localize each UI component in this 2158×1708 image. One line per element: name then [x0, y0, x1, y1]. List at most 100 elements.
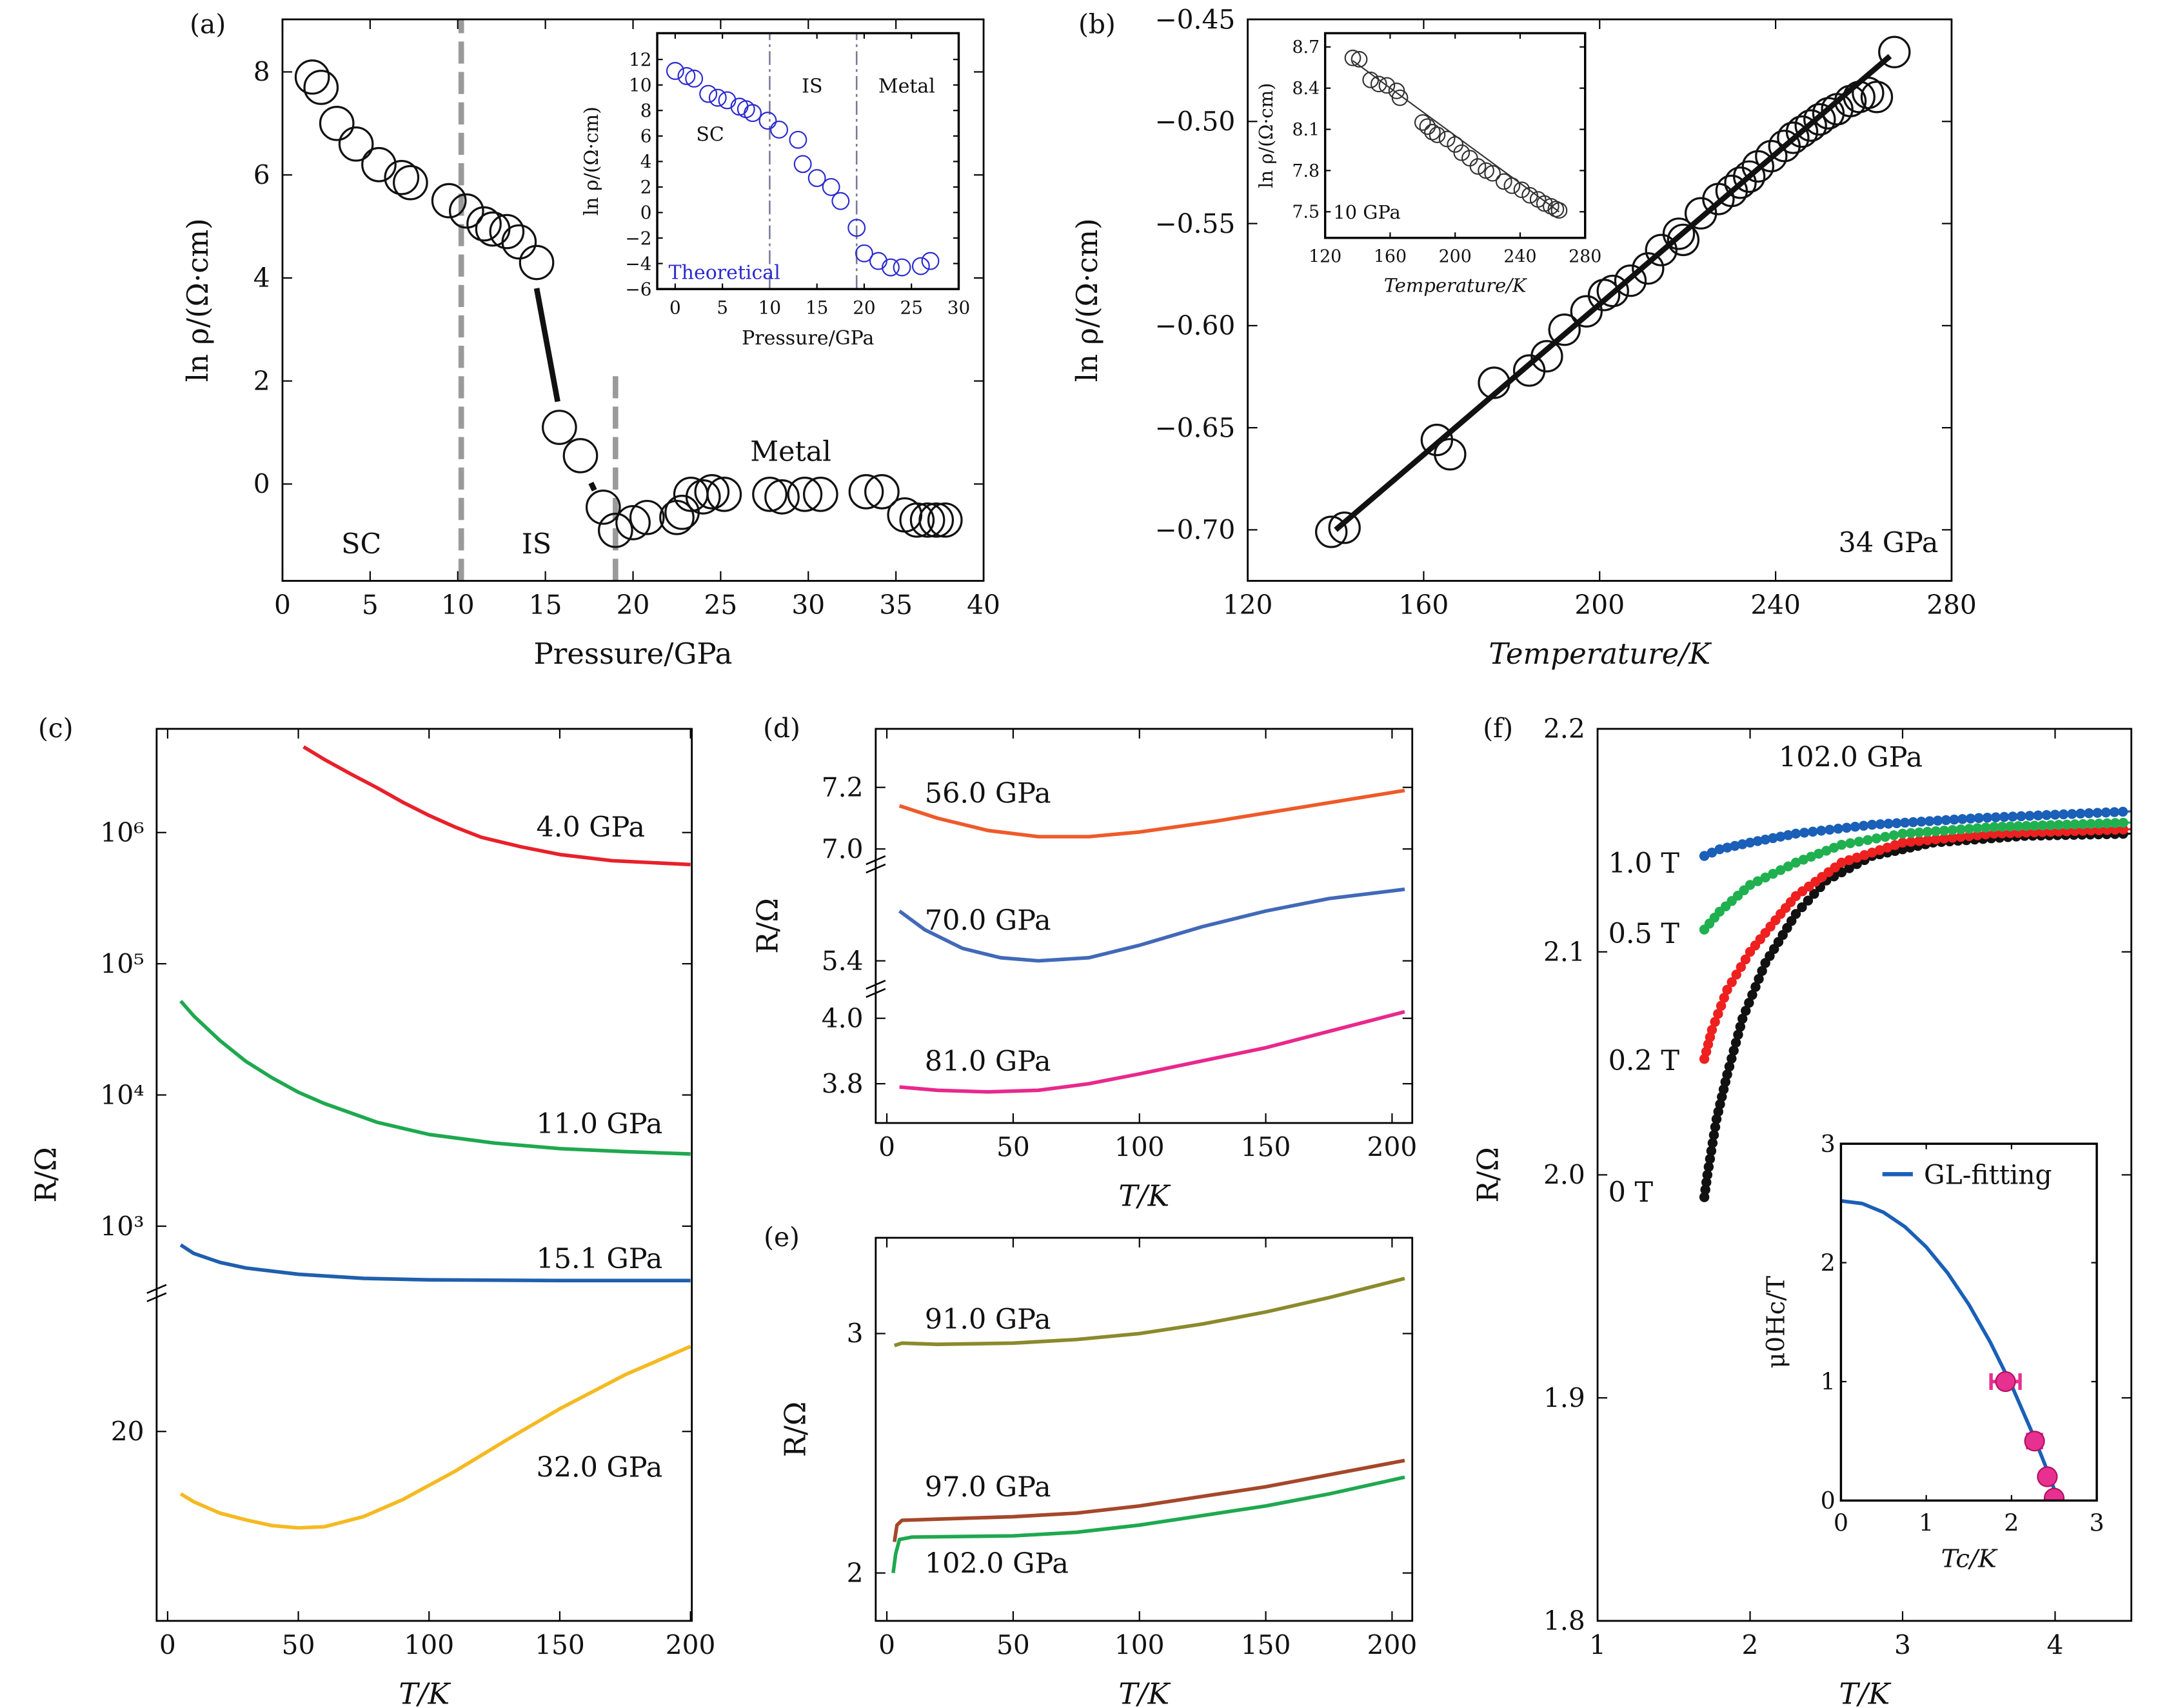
y-tick-label: 6 — [640, 126, 652, 147]
x-tick-label: 120 — [1309, 246, 1341, 266]
annotation: 102.0 GPa — [925, 1548, 1069, 1580]
plot-frame — [155, 728, 693, 1622]
y-tick-label: 10⁶ — [100, 817, 144, 848]
data-point — [882, 258, 900, 277]
data-point — [1930, 834, 1941, 844]
data-point — [1713, 1106, 1723, 1117]
x-tick-label: 2 — [2004, 1509, 2019, 1537]
data-point — [1974, 813, 1984, 823]
inset-background — [657, 33, 959, 290]
data-point — [1850, 821, 1861, 832]
data-point — [1803, 103, 1836, 136]
series-line — [898, 887, 1405, 963]
data-point — [1892, 818, 1902, 828]
x-tick-label: 100 — [1114, 1131, 1165, 1162]
data-point — [831, 192, 850, 210]
series-line — [302, 745, 691, 867]
annotation: 102.0 GPa — [1779, 742, 1923, 774]
data-point — [1828, 842, 1839, 853]
data-point — [1542, 197, 1559, 215]
data-point — [1949, 814, 1959, 825]
panel-b-inset: 120 160 200 240 280 7.5 7.8 8.1 8.4 8.7 10 GPa Temp… — [1255, 32, 1601, 296]
x-tick-label: 240 — [1750, 590, 1801, 621]
data-point — [1727, 977, 1737, 988]
series-line — [893, 1458, 1405, 1542]
panel-label: (a) — [190, 8, 226, 39]
x-tick-label: 0 — [159, 1629, 176, 1660]
series-102-0-gpa — [891, 1475, 1405, 1574]
data-point — [2075, 808, 2086, 819]
annotation: 0 T — [1609, 1177, 1654, 1209]
data-point — [2029, 820, 2040, 831]
data-point — [1883, 819, 1894, 829]
series-0-2-t — [1699, 824, 2132, 1064]
annotation: 91.0 GPa — [925, 1304, 1051, 1336]
data-point — [1899, 817, 1910, 828]
series-line — [891, 1475, 1405, 1574]
data-point — [1972, 823, 1983, 833]
data-point — [1703, 1162, 1714, 1172]
data-point — [1997, 821, 2008, 832]
data-point — [744, 104, 762, 123]
data-point — [1419, 118, 1436, 135]
data-point — [1768, 833, 1778, 844]
series-97-0-gpa — [893, 1458, 1405, 1542]
data-point — [1859, 850, 1870, 860]
data-point — [2061, 819, 2072, 830]
data-point — [1814, 848, 1824, 859]
data-point — [1836, 857, 1847, 868]
x-tick-label: 4 — [2046, 1629, 2063, 1660]
x-axis-label: T/K — [1839, 1677, 1891, 1708]
data-point — [1484, 164, 1501, 182]
x-tick-label: 20 — [617, 590, 650, 621]
plot-area — [1699, 806, 2132, 1202]
plot-frame — [1596, 728, 2133, 1622]
data-point — [708, 88, 727, 107]
data-point — [2045, 820, 2056, 830]
data-point — [1866, 848, 1877, 858]
data-point — [1737, 1013, 1748, 1024]
data-point — [789, 130, 807, 149]
x-tick-label: 50 — [996, 1629, 1030, 1660]
data-point — [1776, 831, 1786, 842]
y-tick-label: 0 — [1821, 1487, 1836, 1514]
data-point — [2070, 819, 2080, 829]
data-point — [1645, 233, 1678, 266]
data-point — [1699, 851, 1710, 861]
x-tick-label: 10 — [441, 590, 475, 621]
annotation: 70.0 GPa — [925, 904, 1051, 937]
data-point — [1724, 166, 1757, 199]
data-point — [615, 504, 651, 541]
data-point — [1957, 814, 1968, 824]
panel-label: (b) — [1078, 8, 1116, 39]
data-point — [822, 177, 840, 196]
data-point — [918, 502, 955, 538]
data-point — [1632, 252, 1665, 285]
data-point — [1906, 828, 1916, 839]
x-tick-label: 0 — [878, 1629, 895, 1660]
x-tick-label: 100 — [404, 1629, 454, 1660]
data-point — [1469, 158, 1487, 175]
annotation: 32.0 GPa — [536, 1452, 662, 1484]
y-axis-label: R/Ω — [778, 1402, 812, 1457]
data-point — [1724, 1061, 1735, 1072]
data-point — [489, 214, 525, 250]
data-point — [1699, 1192, 1710, 1202]
data-point — [393, 164, 428, 201]
data-point — [1878, 35, 1911, 68]
series-1 — [1352, 60, 1560, 213]
data-point — [303, 70, 339, 105]
data-point — [685, 479, 721, 515]
data-point — [1378, 77, 1396, 94]
annotation: Theoretical — [669, 261, 780, 284]
y-tick-label: −0.70 — [1155, 515, 1236, 546]
plot-area — [666, 33, 940, 290]
data-point — [338, 126, 374, 162]
data-point — [1705, 1154, 1716, 1164]
x-tick-label: 200 — [1439, 246, 1472, 266]
data-point — [1972, 830, 1983, 840]
data-point — [2024, 1431, 2045, 1452]
data-point — [1351, 51, 1368, 68]
data-point — [2041, 809, 2052, 820]
data-point — [1752, 876, 1763, 886]
